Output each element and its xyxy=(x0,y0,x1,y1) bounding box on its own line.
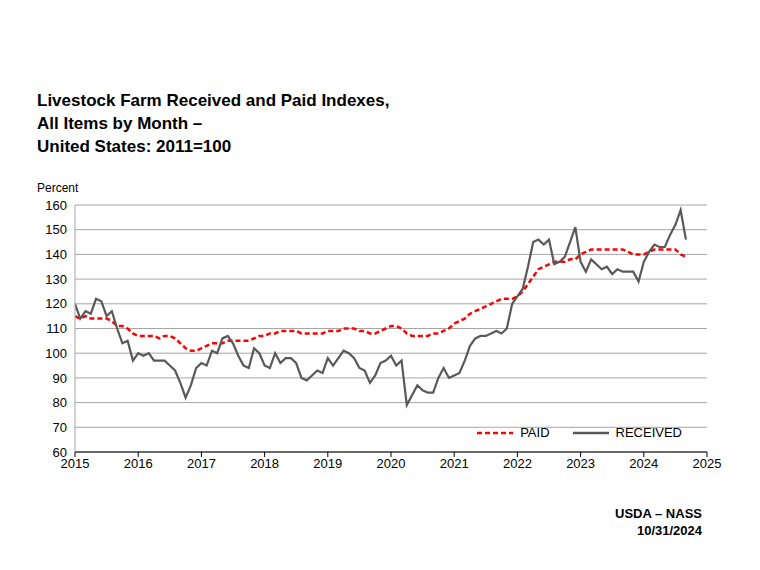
svg-text:2021: 2021 xyxy=(440,456,469,471)
svg-text:2018: 2018 xyxy=(250,456,279,471)
svg-text:2019: 2019 xyxy=(313,456,342,471)
svg-text:2020: 2020 xyxy=(377,456,406,471)
svg-text:60: 60 xyxy=(53,445,67,460)
html-text:All Items by Month –: All Items by Month – xyxy=(37,114,203,133)
svg-text:110: 110 xyxy=(46,321,67,336)
svg-text:100: 100 xyxy=(45,346,67,361)
html-text:PAID: PAID xyxy=(520,425,550,440)
svg-text:2025: 2025 xyxy=(693,456,722,471)
svg-text:80: 80 xyxy=(53,395,67,410)
svg-text:120: 120 xyxy=(45,296,67,311)
svg-text:150: 150 xyxy=(45,222,67,237)
html-text:10/31/2024: 10/31/2024 xyxy=(636,523,702,538)
svg-text:2023: 2023 xyxy=(566,456,595,471)
svg-text:2024: 2024 xyxy=(629,456,658,471)
html-text:USDA – NASS: USDA – NASS xyxy=(615,506,702,521)
svg-text:2015: 2015 xyxy=(60,456,90,472)
svg-text:2016: 2016 xyxy=(124,456,153,471)
svg-text:2022: 2022 xyxy=(503,456,532,471)
html-text:RECEIVED: RECEIVED xyxy=(615,425,682,440)
svg-text:140: 140 xyxy=(45,247,67,262)
svg-text:130: 130 xyxy=(45,272,67,287)
html-text:Livestock Farm Received and Pa: Livestock Farm Received and Paid Indexes… xyxy=(37,91,390,110)
html-text:United States: 2011=100: United States: 2011=100 xyxy=(37,137,232,156)
svg-text:90: 90 xyxy=(53,371,67,386)
svg-text:2017: 2017 xyxy=(187,456,216,471)
svg-text:70: 70 xyxy=(53,420,67,435)
svg-text:160: 160 xyxy=(45,198,67,213)
html-text:Percent: Percent xyxy=(37,181,79,195)
